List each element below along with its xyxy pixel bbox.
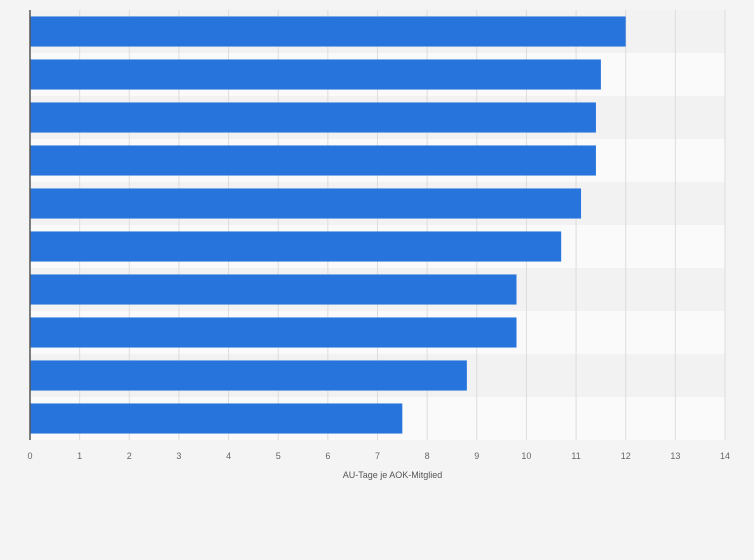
x-tick-label: 1 <box>77 451 82 461</box>
x-tick-label: 9 <box>474 451 479 461</box>
bar[interactable] <box>30 231 562 262</box>
x-tick-label: 7 <box>375 451 380 461</box>
x-tick-label: 11 <box>571 451 580 461</box>
x-tick-label: 13 <box>670 451 680 461</box>
x-tick-label: 12 <box>621 451 631 461</box>
x-axis-ticks: 0 1 2 3 4 5 6 7 8 9 10 11 12 13 14 <box>27 451 730 461</box>
bar[interactable] <box>30 145 596 176</box>
x-tick-label: 8 <box>425 451 430 461</box>
bar[interactable] <box>30 188 582 219</box>
x-tick-label: 4 <box>226 451 231 461</box>
x-tick-label: 3 <box>176 451 181 461</box>
x-tick-label: 2 <box>127 451 132 461</box>
x-tick-label: 6 <box>325 451 330 461</box>
bar[interactable] <box>30 59 601 90</box>
x-tick-label: 5 <box>276 451 281 461</box>
x-axis-title: AU-Tage je AOK-Mitglied <box>343 470 443 480</box>
bar[interactable] <box>30 274 517 305</box>
x-tick-label: 14 <box>720 451 730 461</box>
bar[interactable] <box>30 403 403 434</box>
x-tick-label: 10 <box>521 451 531 461</box>
bar[interactable] <box>30 16 626 47</box>
bar[interactable] <box>30 102 596 133</box>
bar[interactable] <box>30 360 467 391</box>
x-tick-label: 0 <box>27 451 32 461</box>
bars <box>30 16 626 434</box>
bar[interactable] <box>30 317 517 348</box>
